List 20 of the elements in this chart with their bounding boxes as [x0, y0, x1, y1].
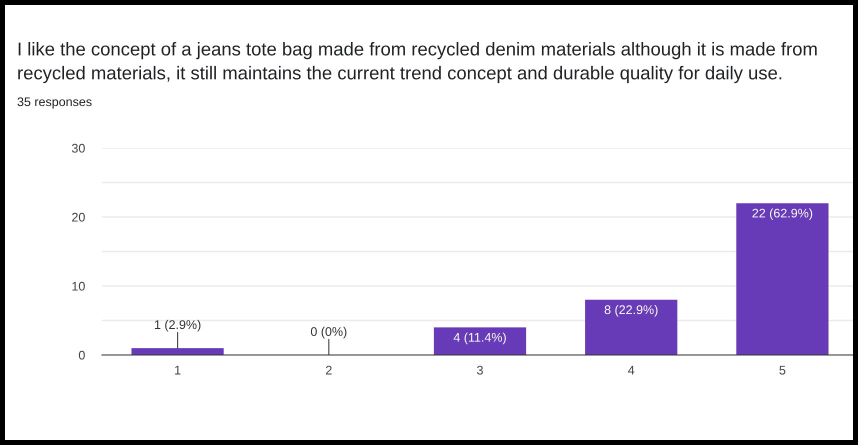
y-tick-label: 0 — [78, 350, 85, 360]
y-tick-label: 10 — [72, 282, 85, 291]
x-tick-label: 5 — [779, 366, 786, 375]
data-label: 1 (2.9%) — [154, 320, 200, 332]
x-tick-label: 3 — [477, 366, 483, 375]
chart-title: I like the concept of a jeans tote bag made from recycled denim materials although it is made from recycled materials, it still maintains the current trend concept and durable quality for daily use. — [18, 42, 817, 84]
data-label: 4 (11.4%) — [454, 332, 506, 344]
chart-subtitle: 35 responses — [17, 97, 92, 109]
bar — [434, 327, 526, 355]
y-tick-label: 30 — [72, 144, 85, 153]
y-tick-label: 20 — [72, 212, 85, 222]
data-label: 0 (0%) — [310, 326, 346, 338]
data-label: 22 (62.9%) — [752, 208, 812, 220]
bar — [585, 300, 678, 355]
x-tick-label: 1 — [175, 366, 180, 374]
data-label: 8 (22.9%) — [604, 304, 658, 317]
x-tick-label: 4 — [628, 366, 634, 374]
bar — [736, 203, 829, 355]
bar — [131, 348, 224, 355]
x-tick-label: 2 — [326, 366, 332, 374]
